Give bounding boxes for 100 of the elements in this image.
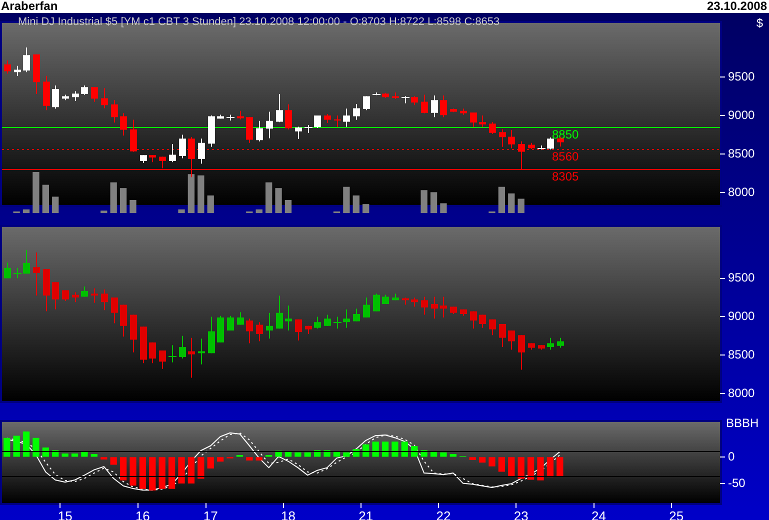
bar — [450, 454, 457, 457]
chart-title: Araberfan — [1, 0, 58, 13]
bar — [178, 457, 185, 484]
y-tick-label: 9000 — [728, 108, 756, 122]
candlestick — [149, 342, 156, 364]
candlestick — [91, 288, 98, 304]
candlestick — [489, 122, 496, 135]
bar — [130, 200, 136, 213]
candlestick — [169, 144, 176, 163]
y-tick-label: -50 — [728, 476, 746, 490]
candlestick — [101, 288, 108, 311]
y-tick-label: 9000 — [728, 309, 756, 323]
candlestick — [285, 104, 292, 130]
candlestick — [62, 290, 69, 302]
bar — [401, 442, 408, 457]
candlestick — [208, 316, 215, 354]
candlestick — [179, 335, 186, 360]
candlestick — [508, 130, 515, 149]
candlestick — [285, 305, 292, 332]
candlestick — [324, 314, 331, 326]
x-tick-label: 24 — [591, 508, 606, 520]
candlestick — [72, 292, 79, 303]
bar — [198, 175, 204, 213]
bar — [546, 457, 554, 478]
y-axis-title: $ — [756, 16, 763, 30]
bar — [518, 198, 524, 213]
candlestick — [499, 323, 506, 348]
candlestick — [276, 295, 283, 330]
candlestick — [91, 86, 98, 102]
bar — [158, 457, 166, 489]
candlestick — [363, 96, 370, 111]
bar — [110, 457, 117, 465]
candlestick — [52, 282, 59, 310]
bar — [22, 432, 30, 457]
candlestick — [373, 293, 380, 312]
candlestick — [246, 116, 253, 144]
bar — [32, 438, 40, 457]
ref-line-label: 8850 — [552, 127, 580, 142]
bar — [420, 190, 428, 213]
bar — [498, 457, 506, 472]
bar — [498, 186, 506, 213]
candlestick — [295, 126, 302, 140]
candlestick — [237, 312, 244, 326]
candlestick — [440, 95, 447, 118]
bar — [188, 457, 195, 484]
bar — [469, 457, 476, 460]
bar — [294, 452, 302, 457]
candlestick — [227, 315, 234, 332]
bar — [537, 457, 544, 480]
candlestick — [198, 138, 205, 164]
candlestick — [353, 103, 360, 120]
ref-line-label: 8305 — [552, 169, 580, 184]
bar — [352, 195, 360, 213]
candlestick — [547, 337, 554, 350]
candlestick — [557, 337, 564, 348]
bar — [188, 174, 195, 213]
bar — [71, 453, 78, 457]
candlestick — [120, 304, 127, 338]
candlestick — [343, 308, 350, 328]
bar — [275, 188, 282, 213]
bar — [411, 446, 418, 457]
candlestick — [188, 337, 195, 378]
bar — [110, 182, 117, 213]
y-tick-label: 8500 — [728, 347, 756, 362]
bar — [62, 453, 68, 457]
bar — [265, 182, 272, 213]
y-tick-label: 0 — [728, 449, 735, 464]
bar — [362, 444, 370, 457]
bar — [120, 457, 127, 480]
y-tick-label: 8500 — [728, 146, 756, 160]
bar — [488, 457, 496, 466]
bar — [198, 457, 204, 479]
candlestick — [72, 90, 79, 102]
candlestick — [256, 120, 263, 142]
candlestick — [101, 88, 108, 109]
bar — [518, 457, 524, 479]
candlestick — [314, 316, 321, 330]
bar — [343, 186, 350, 213]
bar — [246, 457, 253, 461]
candlestick — [489, 318, 496, 336]
text: 23.10.2008 — [706, 0, 767, 13]
bar — [168, 457, 176, 489]
candlestick — [266, 111, 273, 139]
candlestick — [120, 112, 127, 136]
candlestick — [440, 296, 447, 318]
candlestick — [431, 296, 438, 320]
bar — [430, 192, 438, 213]
bar — [508, 193, 515, 213]
candlestick — [295, 318, 302, 341]
bar — [440, 203, 447, 213]
bar — [440, 452, 447, 457]
bar — [508, 457, 515, 476]
bar — [81, 452, 88, 457]
y-tick-label: 8000 — [728, 184, 756, 199]
candlestick — [499, 128, 506, 148]
bar — [343, 452, 350, 457]
candlestick — [4, 60, 11, 74]
candlestick — [479, 115, 486, 128]
bar — [207, 195, 214, 213]
bar — [22, 209, 30, 213]
